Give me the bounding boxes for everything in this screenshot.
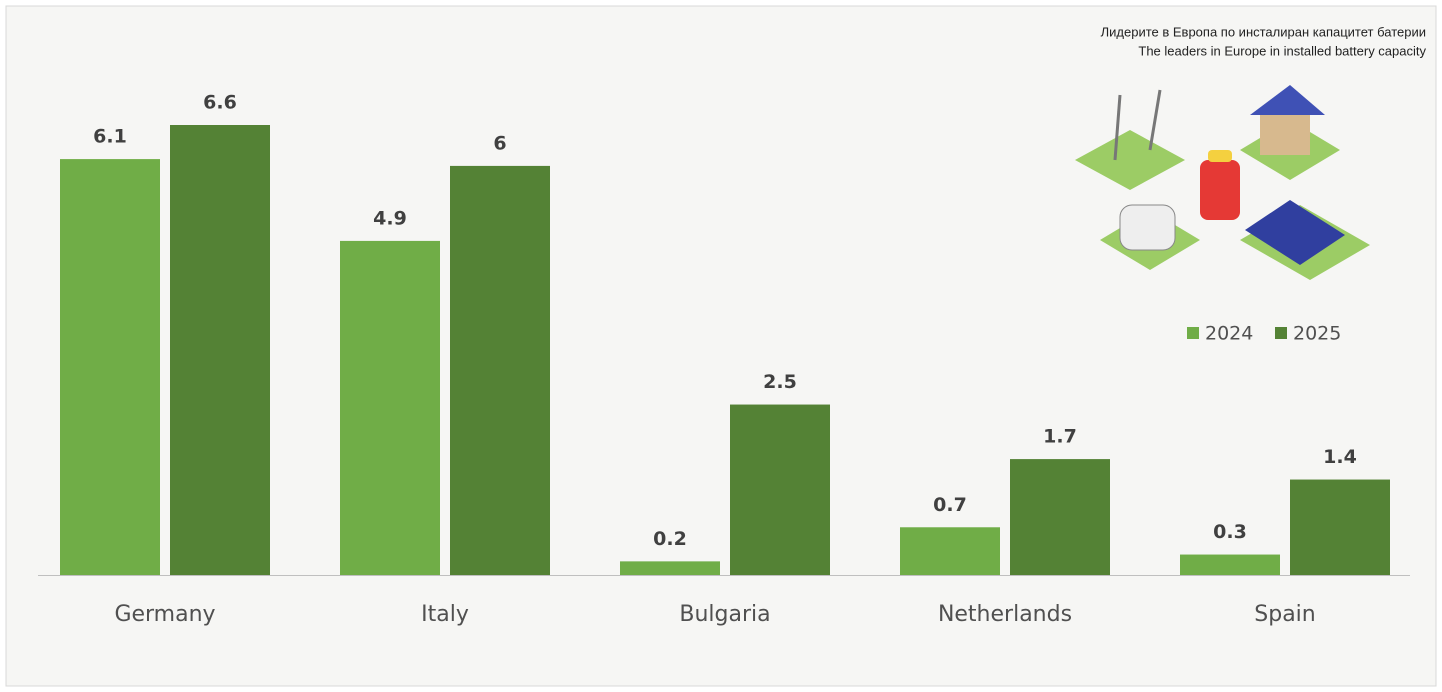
value-label: 1.7	[1043, 426, 1077, 448]
value-label: 1.4	[1323, 446, 1357, 468]
value-label: 4.9	[373, 207, 407, 229]
bar	[620, 561, 720, 575]
bar	[1290, 479, 1390, 575]
legend-swatch	[1187, 327, 1199, 339]
value-label: 6.1	[93, 126, 127, 148]
chart-title: Лидерите в Европа по инсталиран капаците…	[1101, 24, 1426, 39]
bar	[340, 240, 440, 575]
legend-label: 2024	[1205, 323, 1253, 345]
value-label: 0.7	[933, 494, 967, 516]
value-label: 6.6	[203, 92, 237, 114]
bar	[1010, 459, 1110, 575]
x-tick-label: Germany	[114, 602, 215, 627]
bar	[170, 125, 270, 575]
chart-subtitle: The leaders in Europe in installed batte…	[1138, 43, 1426, 58]
x-tick-label: Bulgaria	[679, 602, 770, 627]
legend-label: 2025	[1293, 323, 1341, 345]
value-label: 0.3	[1213, 521, 1247, 543]
bar	[60, 159, 160, 575]
x-tick-label: Italy	[421, 602, 469, 627]
bar	[730, 404, 830, 575]
x-tick-label: Netherlands	[938, 602, 1072, 627]
bar	[1180, 554, 1280, 575]
x-tick-label: Spain	[1254, 602, 1315, 627]
illustration	[1075, 85, 1370, 280]
value-label: 0.2	[653, 528, 687, 550]
legend-swatch	[1275, 327, 1287, 339]
bar	[900, 527, 1000, 575]
bar	[450, 165, 550, 575]
value-label: 2.5	[763, 371, 797, 393]
value-label: 6	[493, 132, 506, 154]
